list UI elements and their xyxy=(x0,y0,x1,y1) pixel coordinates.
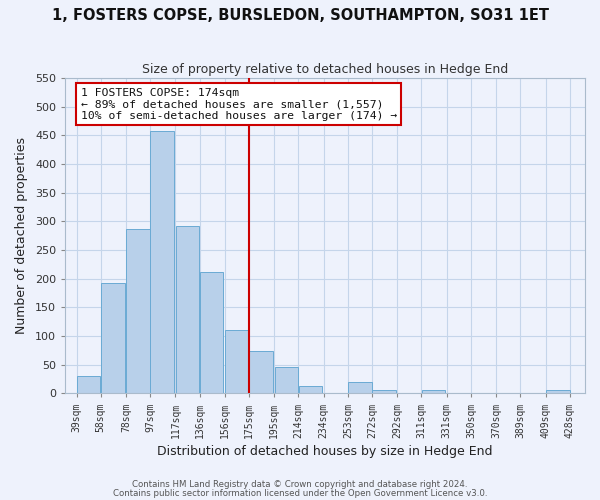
Text: Contains HM Land Registry data © Crown copyright and database right 2024.: Contains HM Land Registry data © Crown c… xyxy=(132,480,468,489)
Bar xyxy=(546,390,569,394)
Text: 1 FOSTERS COPSE: 174sqm
← 89% of detached houses are smaller (1,557)
10% of semi: 1 FOSTERS COPSE: 174sqm ← 89% of detache… xyxy=(80,88,397,120)
Bar xyxy=(249,352,273,394)
Bar xyxy=(150,131,174,394)
Text: Contains public sector information licensed under the Open Government Licence v3: Contains public sector information licen… xyxy=(113,489,487,498)
Bar xyxy=(101,283,125,394)
Bar xyxy=(176,226,199,394)
Bar xyxy=(200,272,223,394)
Bar xyxy=(372,390,396,394)
Bar xyxy=(348,382,372,394)
X-axis label: Distribution of detached houses by size in Hedge End: Distribution of detached houses by size … xyxy=(157,444,493,458)
Bar xyxy=(225,330,249,394)
Bar xyxy=(77,376,100,394)
Bar xyxy=(275,367,298,394)
Y-axis label: Number of detached properties: Number of detached properties xyxy=(15,137,28,334)
Bar xyxy=(299,386,322,394)
Title: Size of property relative to detached houses in Hedge End: Size of property relative to detached ho… xyxy=(142,62,508,76)
Bar xyxy=(422,390,445,394)
Text: 1, FOSTERS COPSE, BURSLEDON, SOUTHAMPTON, SO31 1ET: 1, FOSTERS COPSE, BURSLEDON, SOUTHAMPTON… xyxy=(52,8,548,22)
Bar xyxy=(126,229,150,394)
